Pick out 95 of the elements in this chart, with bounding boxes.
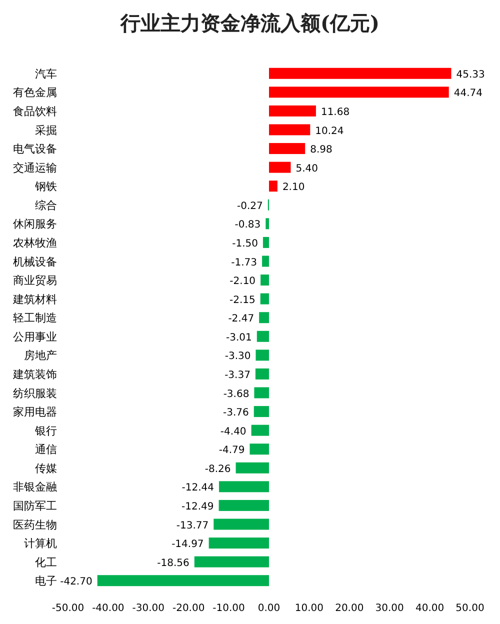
bar <box>269 105 316 116</box>
x-tick-label: -30.00 <box>132 603 165 614</box>
y-tick-label: 农林牧渔 <box>13 236 57 250</box>
y-tick-label: 银行 <box>34 424 57 438</box>
data-label: -3.01 <box>226 332 252 344</box>
data-label: -12.49 <box>182 501 214 512</box>
y-tick-label: 纺织服装 <box>13 386 57 400</box>
bar <box>208 538 269 549</box>
bar <box>194 556 269 568</box>
data-label: -4.40 <box>220 426 246 438</box>
bar <box>250 444 269 455</box>
data-label: 11.68 <box>320 106 350 118</box>
y-tick-label: 机械设备 <box>13 255 57 268</box>
bar <box>269 180 278 192</box>
bar <box>269 86 449 98</box>
data-label: 5.40 <box>296 163 318 174</box>
bar <box>256 330 269 342</box>
data-label: -8.26 <box>204 464 231 475</box>
bar <box>262 236 269 248</box>
x-tick-label: -40.00 <box>92 603 124 614</box>
y-tick-label: 建筑材料 <box>12 292 57 306</box>
y-tick-label: 商业贸易 <box>13 274 57 288</box>
data-label: -2.15 <box>229 294 256 306</box>
bar <box>260 274 269 286</box>
x-tick-label: 0.00 <box>258 603 280 614</box>
y-tick-label: 汽车 <box>35 67 57 80</box>
data-label: -2.47 <box>228 314 254 325</box>
bar <box>236 462 269 474</box>
data-label: -0.83 <box>234 220 261 231</box>
data-label: 45.33 <box>456 69 485 80</box>
y-tick-label: 计算机 <box>24 537 57 550</box>
y-tick-label: 休闲服务 <box>13 218 57 231</box>
data-label: 2.10 <box>282 182 305 194</box>
bar <box>259 312 269 324</box>
data-label: -1.73 <box>231 257 258 268</box>
data-label: -3.68 <box>223 388 250 400</box>
data-label: -13.77 <box>176 520 209 532</box>
y-tick-label: 采掘 <box>35 124 57 137</box>
bar <box>266 218 269 230</box>
bar <box>260 293 269 304</box>
data-label: -4.79 <box>218 445 245 456</box>
y-tick-label: 家用电器 <box>13 406 57 419</box>
bar <box>97 575 269 586</box>
bar <box>254 406 269 418</box>
y-tick-label: 电子 <box>35 574 57 588</box>
bar <box>254 387 269 398</box>
data-label: -12.44 <box>182 482 214 494</box>
bar <box>262 256 269 267</box>
bar <box>218 481 269 492</box>
data-label: 44.74 <box>454 88 482 100</box>
data-label: -18.56 <box>157 558 190 569</box>
y-tick-label: 综合 <box>35 198 57 212</box>
y-tick-label: 医药生物 <box>13 518 57 532</box>
y-tick-label: 公用事业 <box>13 330 57 344</box>
y-tick-label: 国防军工 <box>13 499 57 512</box>
data-label: 10.24 <box>315 126 344 137</box>
x-tick-label: 10.00 <box>294 603 324 614</box>
data-label: -14.97 <box>172 539 204 550</box>
data-label: -42.70 <box>60 576 92 588</box>
x-tick-label: 30.00 <box>375 603 404 614</box>
y-tick-label: 钢铁 <box>34 180 57 194</box>
bar <box>214 518 269 530</box>
y-tick-label: 有色金属 <box>13 86 57 100</box>
data-label: -3.30 <box>224 351 251 362</box>
x-tick-label: 40.00 <box>415 603 444 614</box>
y-tick-label: 传媒 <box>35 462 57 475</box>
x-tick-label: -10.00 <box>212 603 245 614</box>
y-tick-label: 电气设备 <box>13 142 57 156</box>
x-tick-label: 50.00 <box>456 603 484 614</box>
bar <box>218 500 269 511</box>
data-label: -1.50 <box>232 238 258 250</box>
y-tick-label: 轻工制造 <box>13 312 57 325</box>
x-tick-label: 20.00 <box>335 603 364 614</box>
bar <box>269 162 291 173</box>
y-tick-label: 建筑装饰 <box>12 368 57 381</box>
bar <box>255 368 269 380</box>
bar <box>269 124 310 136</box>
data-label: -3.37 <box>224 370 250 381</box>
data-label: -3.76 <box>223 408 249 419</box>
y-tick-label: 房地产 <box>24 349 57 362</box>
x-tick-label: -50.00 <box>52 603 84 614</box>
data-label: 8.98 <box>310 144 332 156</box>
x-tick-label: -20.00 <box>172 603 205 614</box>
chart-title: 行业主力资金净流入额(亿元) <box>120 11 380 35</box>
y-tick-label: 交通运输 <box>13 161 57 174</box>
y-tick-label: 非银金融 <box>13 480 57 494</box>
data-label: -0.27 <box>237 200 263 212</box>
bar <box>269 143 306 154</box>
bar <box>269 68 452 79</box>
bar <box>251 424 269 436</box>
data-label: -2.10 <box>230 276 256 288</box>
bar <box>256 350 269 361</box>
y-tick-label: 通信 <box>35 443 57 456</box>
y-tick-label: 化工 <box>35 556 57 569</box>
y-tick-label: 食品饮料 <box>13 104 57 118</box>
